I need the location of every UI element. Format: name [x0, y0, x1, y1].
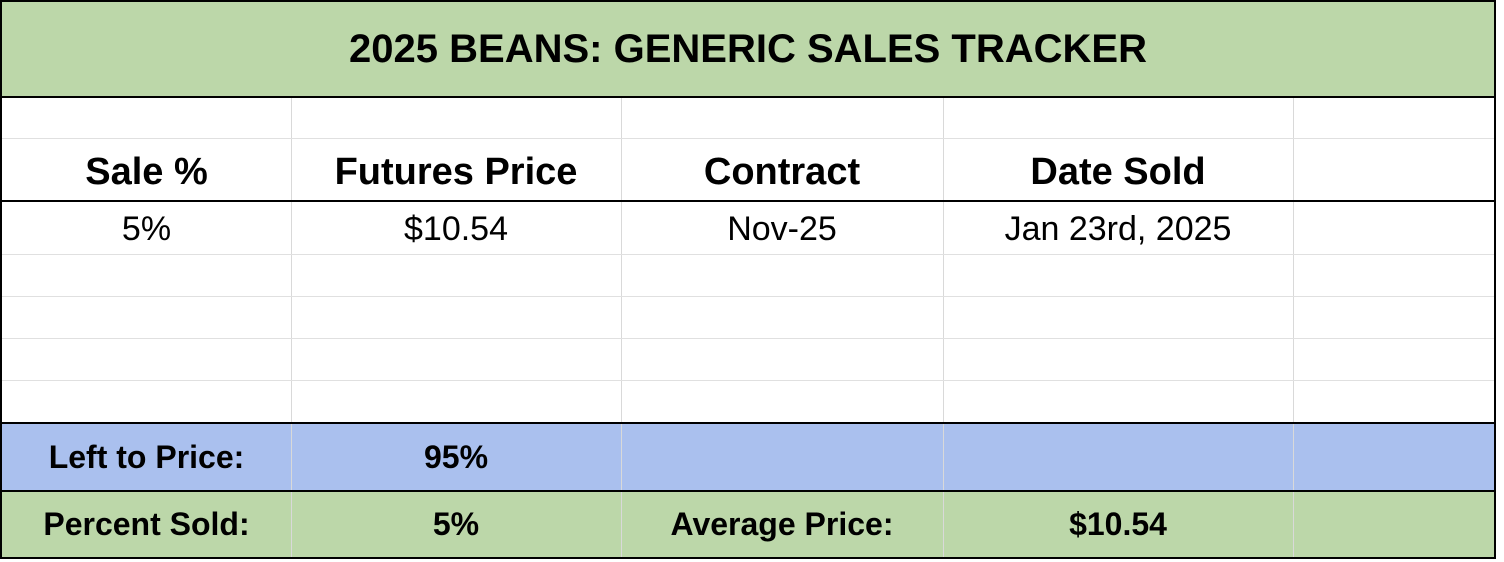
grid-line: [1293, 96, 1294, 557]
grid-line: [2, 138, 1494, 139]
border-line: [2, 200, 1494, 202]
grid-line: [2, 254, 1494, 255]
cell-value: 5%: [121, 209, 172, 248]
summary-label: Average Price:: [670, 506, 894, 542]
grid-line: [2, 338, 1494, 339]
summary-value: $10.54: [1069, 506, 1167, 542]
grid-line: [2, 296, 1494, 297]
summary-label: Left to Price:: [48, 438, 245, 475]
border-line: [2, 96, 1494, 98]
cell-value: Nov-25: [727, 209, 837, 248]
column-header: Futures Price: [334, 150, 578, 193]
grid-line: [291, 96, 292, 557]
title-band: [2, 2, 1494, 96]
grid-line: [2, 380, 1494, 381]
summary-label: Percent Sold:: [43, 506, 250, 542]
summary-value: 5%: [432, 506, 480, 542]
grid-line: [621, 96, 622, 557]
left-to-price-band: [2, 422, 1494, 490]
cell-value: Jan 23rd, 2025: [1004, 209, 1232, 248]
percent-sold-band: [2, 490, 1494, 557]
border-line: [2, 422, 1494, 424]
column-header: Contract: [703, 150, 861, 193]
border-line: [2, 490, 1494, 492]
sheet-title: 2025 BEANS: GENERIC SALES TRACKER: [349, 26, 1147, 71]
cell-value: $10.54: [404, 209, 508, 248]
column-header: Date Sold: [1030, 150, 1206, 193]
grid-line: [943, 96, 944, 557]
column-header: Sale %: [85, 150, 208, 193]
summary-value: 95%: [423, 438, 489, 475]
